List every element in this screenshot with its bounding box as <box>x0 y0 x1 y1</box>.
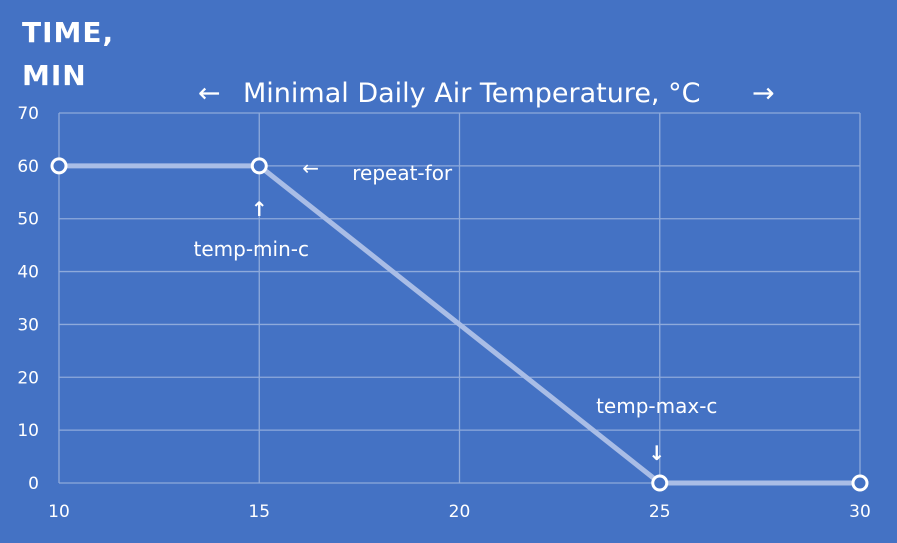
title-left-arrow: ← <box>198 78 221 109</box>
y-tick-label: 60 <box>17 157 39 177</box>
repeat-for-arrow: ← <box>302 156 319 180</box>
y-tick-label: 70 <box>17 104 39 124</box>
data-point <box>50 157 68 175</box>
temp-max-c-arrow: ↓ <box>648 441 665 465</box>
data-point <box>250 157 268 175</box>
repeat-for-label: repeat-for <box>352 161 453 185</box>
title-right-arrow: → <box>752 78 775 109</box>
data-point <box>651 474 669 492</box>
temp-max-c-label: temp-max-c <box>596 394 717 418</box>
series-line <box>59 163 860 486</box>
grid <box>58 112 861 484</box>
y-axis-label-line-1: TIME, <box>22 16 114 49</box>
x-tick-label: 30 <box>849 502 871 522</box>
y-tick-label: 0 <box>28 474 39 494</box>
y-tick-label: 30 <box>17 315 39 335</box>
series <box>50 157 869 492</box>
y-tick-label: 10 <box>17 421 39 441</box>
x-tick-label: 25 <box>649 502 671 522</box>
x-tick-label: 10 <box>48 502 70 522</box>
y-tick-label: 40 <box>17 263 39 283</box>
tick-labels: 0 10 20 30 40 50 60 70 10 15 20 25 30 <box>17 104 870 522</box>
annotations: ← repeat-for ↑ temp-min-c ↓ temp-max-c <box>194 156 718 465</box>
x-tick-label: 15 <box>248 502 270 522</box>
y-tick-label: 20 <box>17 368 39 388</box>
y-tick-label: 50 <box>17 210 39 230</box>
y-axis-label-line-2: MIN <box>22 59 87 92</box>
temp-min-c-label: temp-min-c <box>194 237 309 261</box>
temp-min-c-arrow: ↑ <box>251 197 268 221</box>
x-tick-label: 20 <box>449 502 471 522</box>
data-point <box>851 474 869 492</box>
chart-title: Minimal Daily Air Temperature, °C <box>243 78 700 109</box>
